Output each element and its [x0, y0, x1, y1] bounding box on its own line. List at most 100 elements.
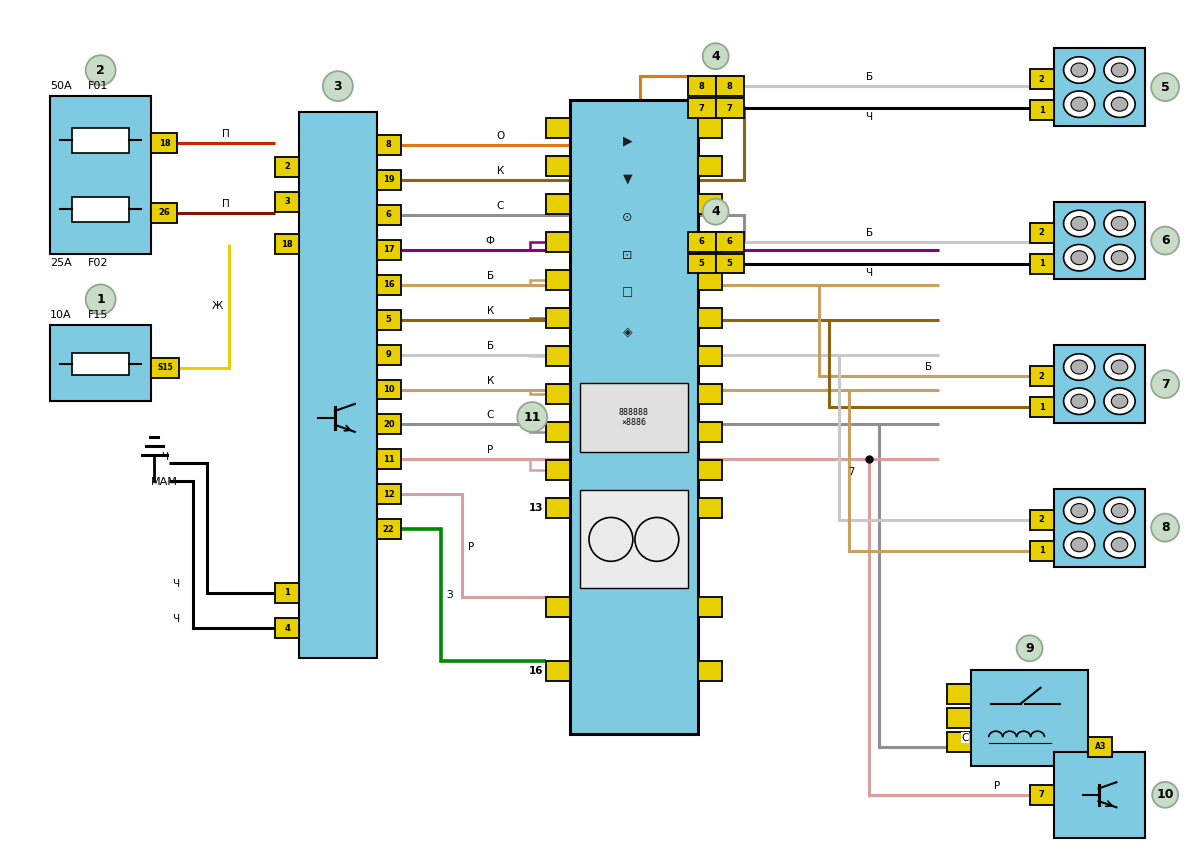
Circle shape — [1151, 514, 1180, 541]
Bar — [1054, 752, 1145, 837]
Circle shape — [323, 71, 353, 101]
Text: 9: 9 — [386, 350, 391, 359]
Bar — [688, 254, 715, 273]
Text: Ч: Ч — [865, 267, 872, 277]
Bar — [546, 460, 570, 480]
Text: 888888
×8886: 888888 ×8886 — [619, 408, 649, 427]
Text: К: К — [487, 306, 494, 316]
Text: Б: Б — [865, 227, 872, 237]
Text: С: С — [497, 201, 504, 211]
Bar — [947, 708, 971, 728]
Bar — [377, 380, 401, 399]
Ellipse shape — [1070, 97, 1087, 111]
Ellipse shape — [1104, 497, 1135, 523]
Bar — [1030, 367, 1054, 386]
Ellipse shape — [1111, 394, 1128, 408]
Bar — [715, 231, 744, 252]
Bar — [1030, 100, 1054, 120]
Bar — [1054, 488, 1145, 567]
Text: 3: 3 — [284, 197, 290, 206]
Bar — [377, 205, 401, 225]
Bar — [715, 254, 744, 273]
Text: Р: Р — [994, 781, 1000, 791]
Circle shape — [703, 199, 728, 225]
Bar — [546, 232, 570, 252]
Text: 2: 2 — [1039, 516, 1044, 524]
Text: Р: Р — [468, 541, 474, 551]
Text: 18: 18 — [158, 139, 170, 148]
Text: 9: 9 — [1025, 642, 1034, 654]
Text: 6: 6 — [698, 237, 704, 246]
Ellipse shape — [1063, 354, 1094, 380]
Text: F02: F02 — [88, 258, 108, 267]
Ellipse shape — [1111, 216, 1128, 231]
Text: 4: 4 — [712, 49, 720, 63]
Ellipse shape — [1111, 63, 1128, 77]
Bar — [715, 98, 744, 118]
Text: 8: 8 — [386, 140, 391, 149]
Ellipse shape — [1063, 91, 1094, 117]
Text: F15: F15 — [88, 311, 108, 320]
Ellipse shape — [1063, 388, 1094, 414]
Text: 7: 7 — [698, 104, 704, 112]
Bar — [580, 490, 688, 588]
Bar — [697, 232, 721, 252]
Bar — [72, 352, 130, 375]
Ellipse shape — [1063, 210, 1094, 237]
Circle shape — [1151, 73, 1180, 101]
Text: Ч: Ч — [865, 112, 872, 122]
Text: 8: 8 — [727, 82, 732, 90]
Text: 6: 6 — [727, 237, 732, 246]
Text: 1: 1 — [1039, 260, 1044, 268]
Text: С: С — [487, 410, 494, 420]
Bar — [275, 157, 299, 177]
Circle shape — [1152, 782, 1178, 808]
Text: МАМ: МАМ — [150, 477, 178, 487]
Bar — [546, 308, 570, 328]
Text: S15: S15 — [157, 363, 173, 372]
Bar — [1030, 397, 1054, 418]
Circle shape — [1151, 370, 1180, 398]
Bar — [377, 449, 401, 470]
Bar — [1030, 254, 1054, 274]
Text: 5: 5 — [727, 259, 732, 268]
Bar — [275, 583, 299, 603]
Text: 50A: 50A — [50, 81, 72, 91]
Text: 1: 1 — [1039, 546, 1044, 556]
Bar — [697, 499, 721, 518]
Text: ▼: ▼ — [623, 173, 632, 186]
Bar — [697, 460, 721, 480]
Text: 11: 11 — [523, 410, 541, 424]
Bar — [546, 156, 570, 176]
Text: 2: 2 — [284, 163, 290, 171]
Text: 10: 10 — [383, 385, 395, 394]
Ellipse shape — [1070, 360, 1087, 374]
Bar — [546, 660, 570, 681]
Bar — [377, 345, 401, 364]
Bar — [377, 484, 401, 505]
Text: 16: 16 — [529, 665, 544, 676]
Text: 26: 26 — [158, 208, 170, 217]
Bar — [697, 308, 721, 328]
Text: 8: 8 — [698, 82, 704, 90]
Text: ◈: ◈ — [623, 325, 632, 338]
Circle shape — [85, 284, 115, 314]
Text: F01: F01 — [88, 81, 108, 91]
Text: 7: 7 — [1039, 791, 1044, 799]
Text: ☐: ☐ — [622, 287, 634, 300]
Text: 4: 4 — [712, 205, 720, 218]
Text: П: П — [222, 198, 230, 208]
Bar — [546, 194, 570, 214]
Text: 11: 11 — [383, 455, 395, 464]
Text: 13: 13 — [529, 503, 544, 513]
Bar — [546, 422, 570, 443]
Text: 4: 4 — [284, 624, 290, 632]
Bar — [377, 414, 401, 434]
Bar — [697, 385, 721, 404]
Text: 8: 8 — [1160, 521, 1170, 534]
Circle shape — [703, 43, 728, 69]
Ellipse shape — [1104, 210, 1135, 237]
Text: Б: Б — [865, 72, 872, 83]
Bar — [697, 118, 721, 138]
Bar — [688, 98, 715, 118]
